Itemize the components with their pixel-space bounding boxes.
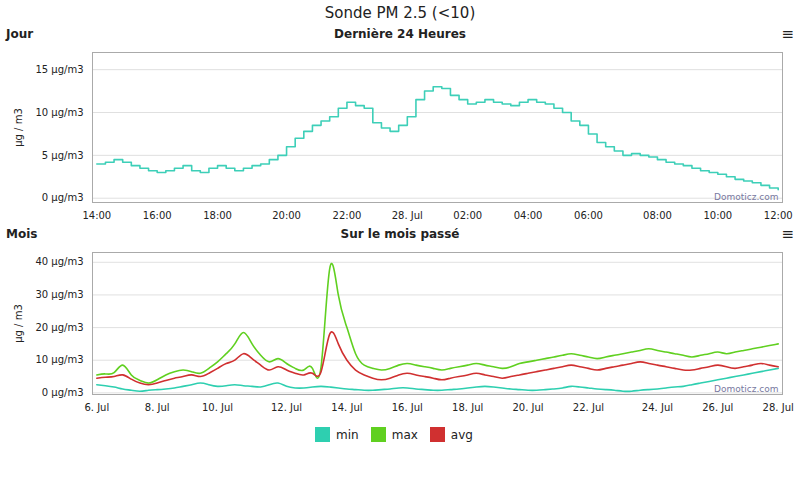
svg-text:22. Jul: 22. Jul (573, 402, 604, 413)
html-text:Dernière 24 Heures: Dernière 24 Heures (334, 27, 466, 41)
html-text:Jour: Jour (6, 27, 34, 41)
svg-text:14. Jul: 14. Jul (331, 402, 362, 413)
svg-text:12. Jul: 12. Jul (271, 402, 302, 413)
svg-text:10:00: 10:00 (703, 210, 732, 221)
svg-text:04:00: 04:00 (514, 210, 543, 221)
svg-text:0 µg/m3: 0 µg/m3 (42, 387, 84, 398)
svg-text:15 µg/m3: 15 µg/m3 (35, 64, 83, 75)
svg-text:08:00: 08:00 (643, 210, 672, 221)
svg-text:22:00: 22:00 (333, 210, 362, 221)
html-text:max: max (391, 427, 418, 442)
svg-text:µg / m3: µg / m3 (13, 108, 24, 147)
html-text:Sonde PM 2.5 (<10): Sonde PM 2.5 (<10) (324, 4, 476, 22)
svg-text:28. Jul: 28. Jul (392, 210, 423, 221)
svg-text:30 µg/m3: 30 µg/m3 (35, 289, 83, 300)
html-text:avg: avg (450, 427, 473, 442)
svg-text:40 µg/m3: 40 µg/m3 (35, 256, 83, 267)
html-text:min: min (336, 427, 359, 442)
svg-text:06:00: 06:00 (574, 210, 603, 221)
svg-text:20. Jul: 20. Jul (512, 402, 543, 413)
svg-text:24. Jul: 24. Jul (642, 402, 673, 413)
svg-text:µg / m3: µg / m3 (13, 304, 24, 343)
svg-text:20 µg/m3: 20 µg/m3 (35, 322, 83, 333)
svg-text:20:00: 20:00 (272, 210, 301, 221)
svg-text:18:00: 18:00 (203, 210, 232, 221)
svg-text:28. Jul: 28. Jul (763, 402, 794, 413)
svg-text:12:00: 12:00 (764, 210, 793, 221)
svg-text:8. Jul: 8. Jul (145, 402, 170, 413)
svg-text:18. Jul: 18. Jul (452, 402, 483, 413)
svg-text:02:00: 02:00 (453, 210, 482, 221)
svg-text:6. Jul: 6. Jul (84, 402, 109, 413)
html-text:Mois: Mois (6, 227, 38, 241)
svg-text:Domoticz.com: Domoticz.com (714, 192, 779, 202)
svg-text:10 µg/m3: 10 µg/m3 (35, 107, 83, 118)
svg-text:14:00: 14:00 (82, 210, 111, 221)
svg-text:16. Jul: 16. Jul (392, 402, 423, 413)
svg-text:Domoticz.com: Domoticz.com (714, 384, 779, 394)
svg-text:26. Jul: 26. Jul (702, 402, 733, 413)
svg-text:0 µg/m3: 0 µg/m3 (42, 192, 84, 203)
svg-text:10. Jul: 10. Jul (202, 402, 233, 413)
svg-text:5 µg/m3: 5 µg/m3 (42, 150, 84, 161)
svg-text:16:00: 16:00 (143, 210, 172, 221)
html-text:Sur le mois passé: Sur le mois passé (340, 227, 460, 241)
svg-text:10 µg/m3: 10 µg/m3 (35, 354, 83, 365)
